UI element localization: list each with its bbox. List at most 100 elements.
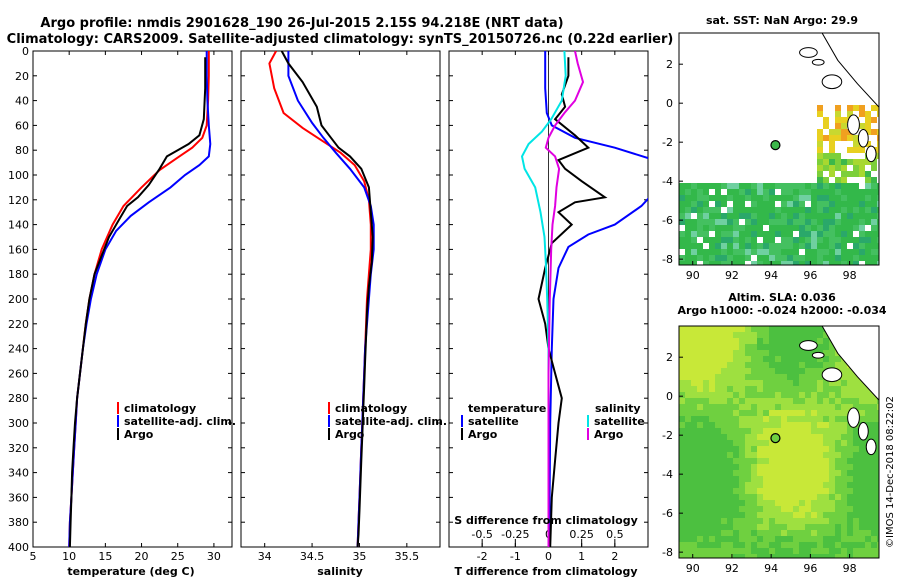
- map-cell: [823, 392, 829, 398]
- map-cell: [829, 542, 835, 548]
- map-cell: [679, 488, 685, 494]
- map-cell: [829, 500, 835, 506]
- map-cell: [739, 440, 745, 446]
- map-cell: [721, 482, 727, 488]
- map-cell: [841, 362, 847, 368]
- map-cell: [811, 530, 817, 536]
- map-cell: [775, 554, 781, 558]
- map-cell: [865, 261, 871, 265]
- map-cell: [871, 159, 877, 165]
- map-cell: [763, 207, 769, 213]
- map-cell: [745, 452, 751, 458]
- map-cell: [703, 374, 709, 380]
- map-cell: [841, 452, 847, 458]
- island: [811, 351, 825, 359]
- map-cell: [877, 500, 879, 506]
- map-cell: [769, 326, 775, 332]
- map-cell: [787, 207, 793, 213]
- map-cell: [745, 219, 751, 225]
- map-cell: [817, 255, 823, 261]
- map-cell: [823, 117, 829, 123]
- map-cell: [871, 404, 877, 410]
- map-cell: [697, 225, 703, 231]
- map-cell: [697, 255, 703, 261]
- map-cell: [781, 374, 787, 380]
- map-cell: [769, 410, 775, 416]
- map-cell: [793, 201, 799, 207]
- map-cell: [715, 512, 721, 518]
- map-cell: [763, 380, 769, 386]
- map-cell: [697, 219, 703, 225]
- map-cell: [871, 177, 877, 183]
- map-cell: [847, 506, 853, 512]
- map-cell: [697, 440, 703, 446]
- depth-tick-label: 380: [8, 516, 29, 529]
- map-cell: [793, 446, 799, 452]
- map-cell: [751, 189, 757, 195]
- map-cell: [781, 255, 787, 261]
- map-cell: [835, 117, 841, 123]
- map-cell: [679, 392, 685, 398]
- map-cell: [721, 416, 727, 422]
- map-cell: [715, 476, 721, 482]
- map-cell: [841, 530, 847, 536]
- map-cell: [781, 195, 787, 201]
- map-cell: [679, 422, 685, 428]
- map-cell: [847, 494, 853, 500]
- map-cell: [733, 470, 739, 476]
- map-cell: [727, 225, 733, 231]
- map-cell: [757, 512, 763, 518]
- map-cell: [859, 219, 865, 225]
- map-cell: [811, 368, 817, 374]
- map-cell: [751, 195, 757, 201]
- map-cell: [823, 213, 829, 219]
- map-cell: [847, 225, 853, 231]
- map-cell: [715, 207, 721, 213]
- map-cell: [829, 225, 835, 231]
- map-cell: [835, 512, 841, 518]
- map-cell: [727, 338, 733, 344]
- map-cell: [871, 195, 877, 201]
- map-cell: [841, 404, 847, 410]
- map-cell: [835, 362, 841, 368]
- map-cell: [745, 512, 751, 518]
- map-cell: [733, 416, 739, 422]
- map-cell: [727, 195, 733, 201]
- map-cell: [793, 404, 799, 410]
- map-cell: [739, 554, 745, 558]
- map-cell: [811, 243, 817, 249]
- map-cell: [763, 261, 769, 265]
- map-cell: [757, 434, 763, 440]
- map-cell: [817, 326, 823, 332]
- map-cell: [835, 249, 841, 255]
- map-cell: [745, 368, 751, 374]
- map-cell: [763, 446, 769, 452]
- map-cell: [877, 404, 879, 410]
- map-cell: [715, 213, 721, 219]
- map-cell: [793, 398, 799, 404]
- map-cell: [751, 392, 757, 398]
- island: [847, 407, 860, 428]
- map-cell: [799, 374, 805, 380]
- map-cell: [787, 452, 793, 458]
- series-line-climatology: [268, 51, 372, 547]
- map-cell: [691, 374, 697, 380]
- map-cell: [835, 458, 841, 464]
- map-cell: [829, 219, 835, 225]
- map-cell: [751, 398, 757, 404]
- map-cell: [817, 506, 823, 512]
- map-cell: [775, 386, 781, 392]
- map-cell: [847, 171, 853, 177]
- map-cell: [751, 440, 757, 446]
- legend-label-t-argo: Argo: [468, 428, 498, 441]
- depth-tick-label: 240: [8, 343, 29, 356]
- map-cell: [715, 380, 721, 386]
- map-cell: [703, 446, 709, 452]
- map-cell: [703, 392, 709, 398]
- map-field: [679, 105, 879, 265]
- map-cell: [733, 380, 739, 386]
- island: [857, 422, 869, 441]
- map-cell: [751, 404, 757, 410]
- map-cell: [763, 243, 769, 249]
- map-cell: [727, 506, 733, 512]
